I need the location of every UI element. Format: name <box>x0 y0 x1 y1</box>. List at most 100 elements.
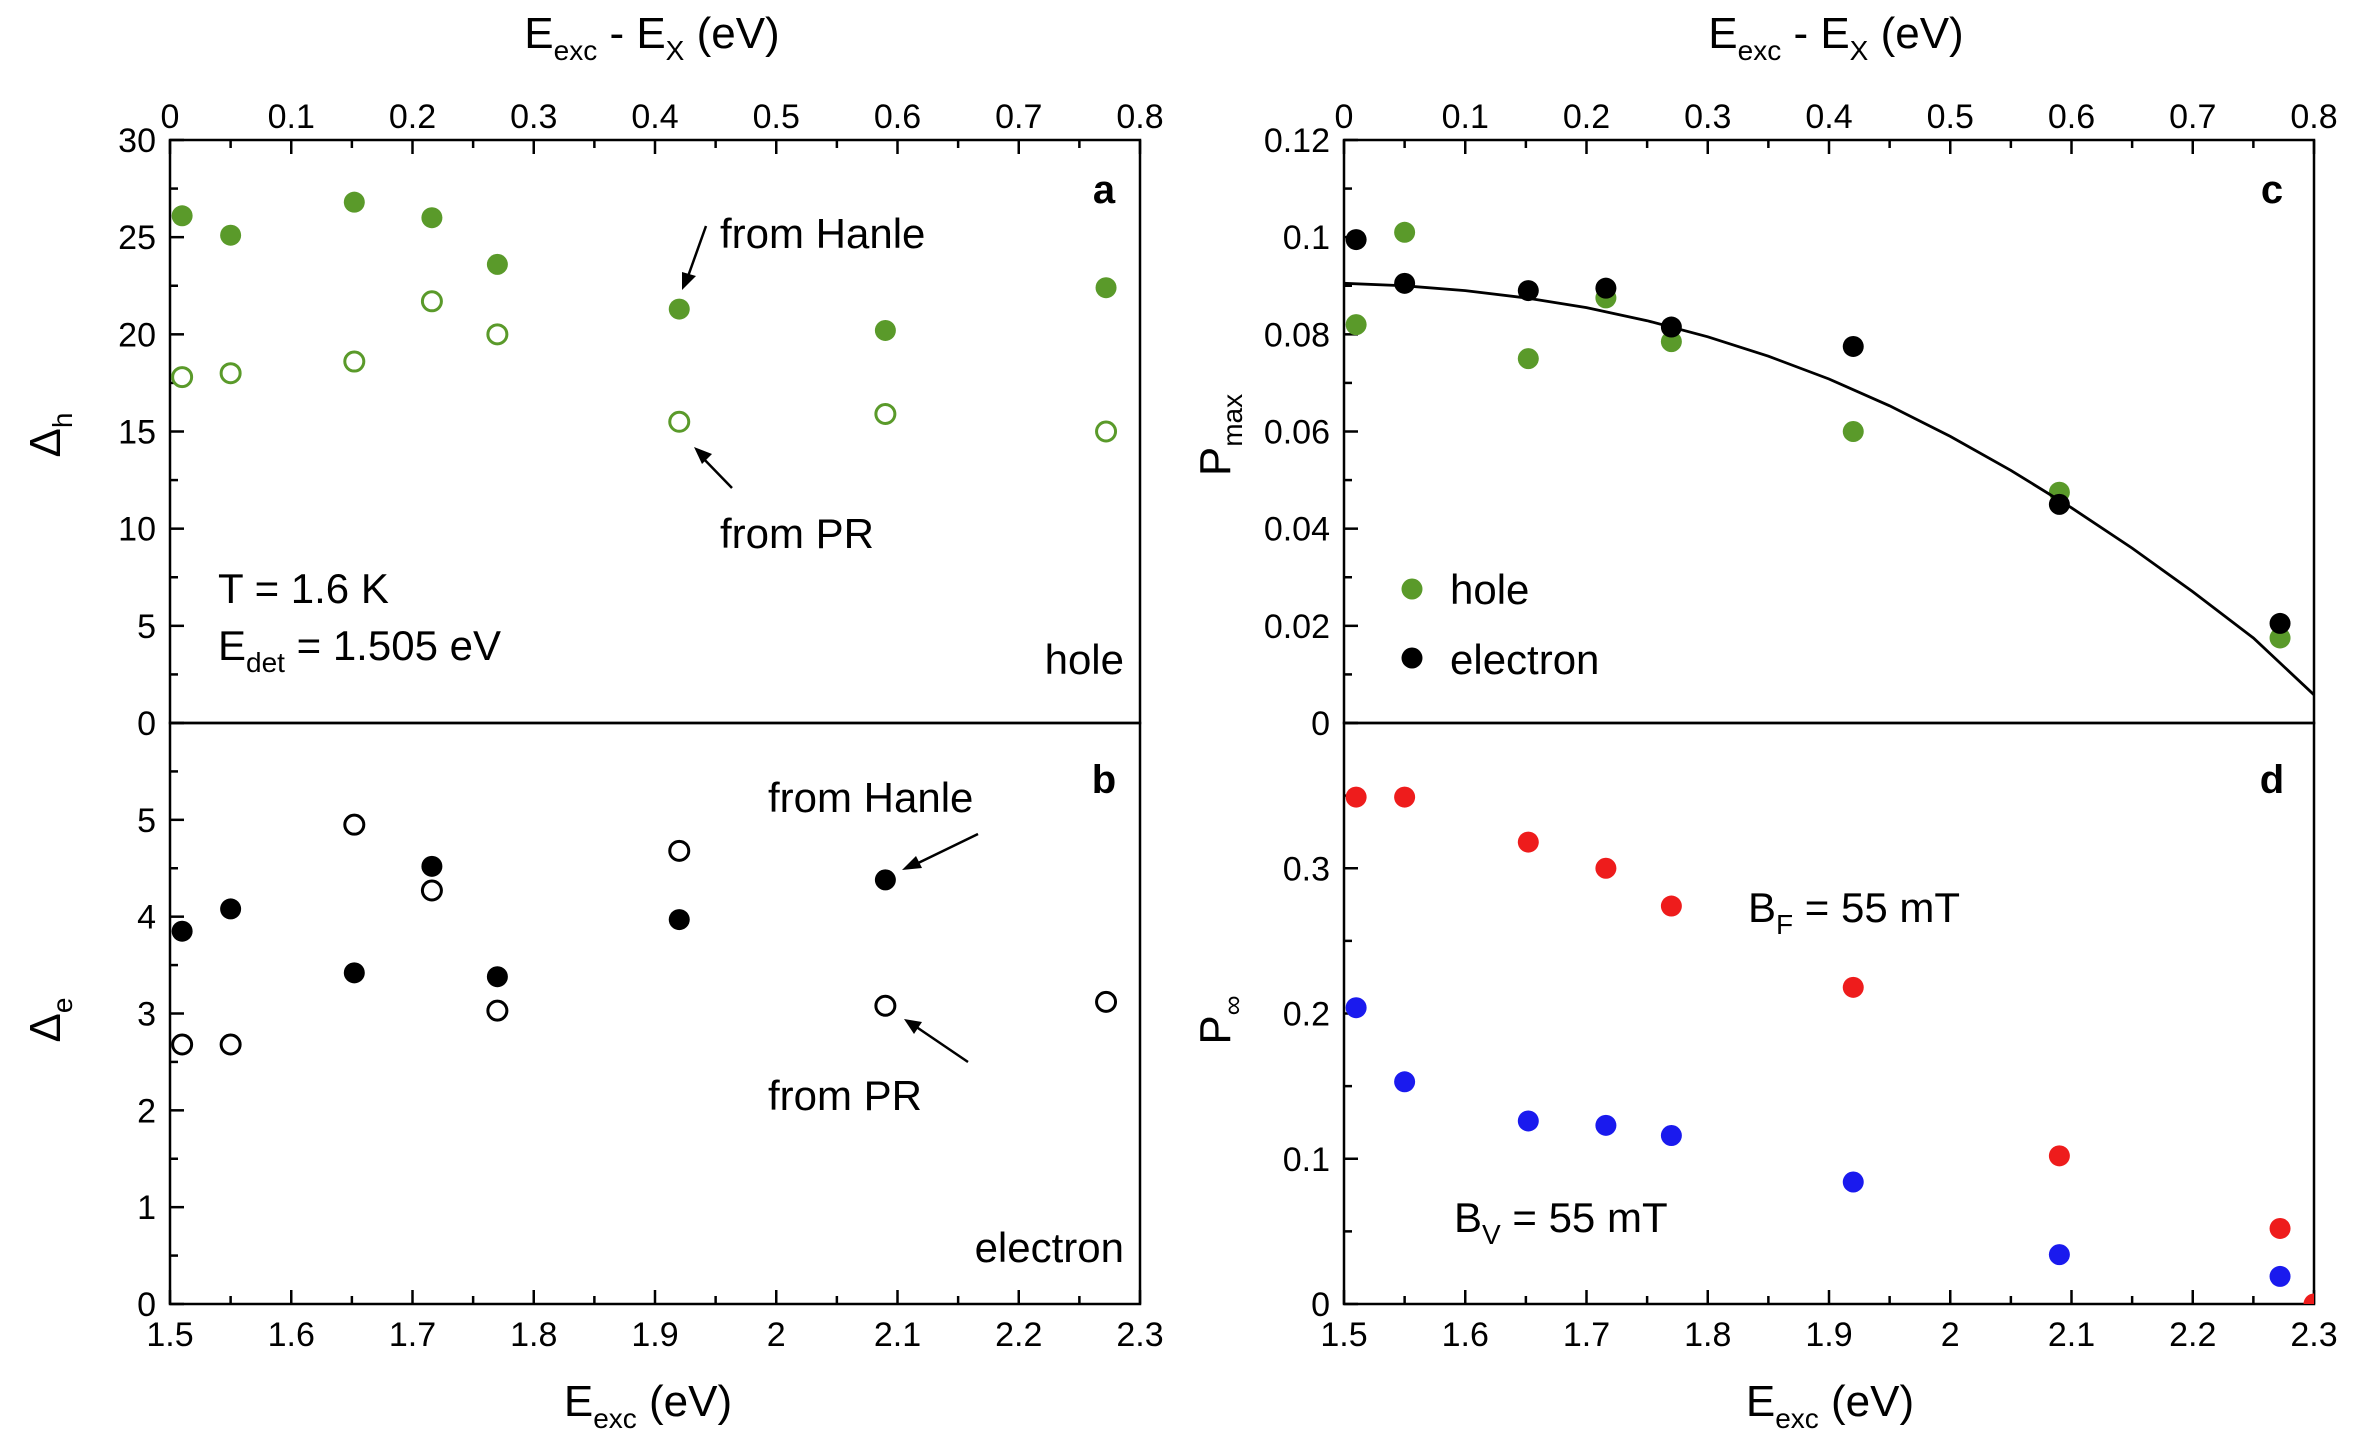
top-tick-label-a: 0 <box>161 98 180 136</box>
panel-letter-b: b <box>1092 758 1116 802</box>
point-b-from-pr <box>219 1033 242 1056</box>
point-d-b-v-55-mt <box>1345 997 1367 1019</box>
y-tick-label-b: 4 <box>137 899 156 937</box>
y-tick-label-c: 0.12 <box>1264 122 1330 160</box>
x-axis-title-left: Eexc (eV) <box>564 1377 732 1434</box>
y-tick-label-c: 0.08 <box>1264 316 1330 354</box>
point-d-b-f-55-mt <box>2269 1217 2291 1239</box>
point-c-hole <box>2269 627 2291 649</box>
legend-marker-electron <box>1401 647 1423 669</box>
y-tick-label-d: 0 <box>1311 1286 1330 1324</box>
y-tick-label-c: 0.1 <box>1283 219 1330 257</box>
top-tick-label-c: 0.4 <box>1805 98 1852 136</box>
point-b-from-pr <box>171 1033 194 1056</box>
annotation-a-from-hanle: from Hanle <box>720 210 925 257</box>
x-tick-label-d: 1.5 <box>1320 1316 1367 1354</box>
panel-frame-b <box>168 721 1142 1306</box>
annotation-b-electron: electron <box>975 1224 1124 1271</box>
top-tick-label-a: 0.2 <box>389 98 436 136</box>
point-b-from-hanle <box>171 920 193 942</box>
point-d-b-f-55-mt <box>1842 976 1864 998</box>
point-a-from-hanle <box>421 207 443 229</box>
point-c-electron <box>2269 612 2291 634</box>
label-bf: BF = 55 mT <box>1748 884 1960 940</box>
point-d-b-f-55-mt <box>1660 895 1682 917</box>
annotation-b-from-hanle: from Hanle <box>768 774 973 821</box>
y-tick-label-c: 0.04 <box>1264 511 1330 549</box>
x-axis-title-right: Eexc (eV) <box>1746 1377 1914 1434</box>
point-d-b-f-55-mt <box>2303 1293 2314 1304</box>
top-tick-label-c: 0.1 <box>1442 98 1489 136</box>
legend-label-electron: electron <box>1450 636 1599 683</box>
top-axis-title-left: Eexc - EX (eV) <box>524 9 779 66</box>
y-tick-label-a: 5 <box>137 608 156 646</box>
arrowhead-a-pr <box>694 447 712 464</box>
point-d-b-v-55-mt <box>2048 1244 2070 1266</box>
x-tick-label-d: 2.2 <box>2169 1316 2216 1354</box>
point-a-from-hanle <box>171 205 193 227</box>
point-a-from-hanle <box>220 224 242 246</box>
point-b-from-pr <box>420 879 443 902</box>
x-tick-label-b: 2.3 <box>1116 1316 1163 1354</box>
x-tick-label-d: 2 <box>1941 1316 1960 1354</box>
y-tick-label-a: 10 <box>118 511 156 549</box>
top-tick-label-c: 0.7 <box>2169 98 2216 136</box>
y-tick-label-d: 0.1 <box>1283 1141 1330 1179</box>
top-tick-label-a: 0.6 <box>874 98 921 136</box>
x-tick-label-d: 1.6 <box>1442 1316 1489 1354</box>
legend-label-hole: hole <box>1450 566 1529 613</box>
point-d-b-v-55-mt <box>1517 1110 1539 1132</box>
point-c-electron <box>1394 272 1416 294</box>
top-tick-label-a: 0.3 <box>510 98 557 136</box>
y-axis-title-c: Pmax <box>1191 394 1248 476</box>
y-tick-label-c: 0.02 <box>1264 608 1330 646</box>
arrow-b-hanle <box>911 832 979 868</box>
point-c-electron <box>1842 335 1864 357</box>
top-tick-label-c: 0.5 <box>1927 98 1974 136</box>
point-b-from-pr <box>668 839 691 862</box>
y-axis-title-a: Δh <box>21 413 78 458</box>
top-tick-label-a: 0.1 <box>268 98 315 136</box>
point-a-from-pr <box>668 410 691 433</box>
fit-line-c <box>1344 281 2314 696</box>
point-b-from-pr <box>874 994 897 1017</box>
point-c-hole <box>1394 221 1416 243</box>
x-tick-label-b: 1.7 <box>389 1316 436 1354</box>
x-tick-label-b: 1.5 <box>146 1316 193 1354</box>
point-c-electron <box>1595 277 1617 299</box>
arrowhead-a-hanle <box>682 272 696 290</box>
point-a-from-pr <box>219 362 242 385</box>
point-c-hole <box>1842 421 1864 442</box>
x-tick-label-d: 2.3 <box>2290 1316 2337 1354</box>
point-b-from-hanle <box>874 869 896 891</box>
point-b-from-pr <box>486 999 509 1022</box>
y-tick-label-a: 30 <box>118 122 156 160</box>
condition-temperature: T = 1.6 K <box>218 565 389 612</box>
annotation-a-hole: hole <box>1045 636 1124 683</box>
point-c-hole <box>1517 348 1539 370</box>
point-b-from-hanle <box>668 909 690 931</box>
point-d-b-f-55-mt <box>1517 831 1539 853</box>
x-tick-label-b: 1.9 <box>631 1316 678 1354</box>
point-b-from-hanle <box>421 855 443 877</box>
point-c-electron <box>1345 229 1367 251</box>
panel-letter-d: d <box>2260 758 2284 802</box>
y-tick-label-a: 25 <box>118 219 156 257</box>
arrow-a-hanle <box>684 225 708 283</box>
point-a-from-hanle <box>1095 277 1117 299</box>
point-a-from-pr <box>1095 420 1118 443</box>
y-tick-label-a: 0 <box>137 705 156 743</box>
y-tick-label-c: 0 <box>1311 705 1330 743</box>
top-axis-title-right: Eexc - EX (eV) <box>1708 9 1963 66</box>
y-tick-label-d: 0.3 <box>1283 850 1330 888</box>
point-a-from-pr <box>171 366 194 389</box>
point-d-b-f-55-mt <box>2048 1145 2070 1167</box>
point-a-from-pr <box>343 350 366 373</box>
x-tick-label-d: 1.9 <box>1805 1316 1852 1354</box>
arrowhead-b-hanle <box>902 856 922 870</box>
point-c-electron <box>2048 493 2070 515</box>
y-tick-label-d: 0.2 <box>1283 996 1330 1034</box>
point-c-hole <box>1345 314 1367 336</box>
